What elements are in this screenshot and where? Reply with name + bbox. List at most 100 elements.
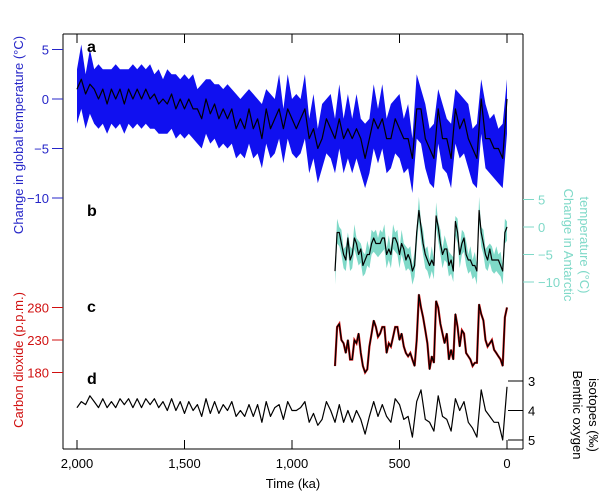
data-point-b (360, 248, 362, 250)
data-point-c (478, 303, 480, 305)
data-point-c (334, 365, 336, 367)
data-point-d (459, 410, 461, 411)
data-point-b (373, 237, 375, 239)
data-point-d (377, 416, 379, 417)
data-point-d (330, 410, 332, 411)
data-point-d (480, 389, 482, 391)
data-point-c (409, 352, 411, 354)
data-point-d (450, 430, 452, 432)
data-point-b (506, 226, 508, 228)
data-point-d (339, 404, 340, 405)
y-tick-label-b: 0 (538, 220, 545, 235)
data-point-c (437, 307, 439, 308)
data-point-d (489, 416, 491, 417)
data-point-b (366, 254, 368, 255)
data-point-a (128, 88, 129, 90)
data-point-b (502, 270, 504, 272)
data-point-d (222, 404, 224, 405)
data-point-a (330, 128, 332, 129)
data-point-b (452, 270, 454, 272)
data-point-b (394, 237, 396, 239)
data-point-a (184, 108, 185, 110)
data-point-b (343, 254, 344, 255)
data-point-d (154, 398, 155, 400)
data-point-a (265, 108, 267, 110)
data-point-a (300, 118, 301, 120)
data-point-c (493, 349, 495, 351)
data-point-b (433, 265, 435, 266)
data-point-b (448, 265, 450, 266)
antarctic-axis-label-line1: Change in Antarctic (561, 189, 576, 302)
data-point-d (455, 398, 456, 400)
data-point-d (145, 398, 147, 400)
data-point-a (373, 118, 375, 120)
data-point-a (257, 118, 258, 120)
data-point-d (253, 416, 254, 417)
panel-label-b: b (87, 203, 97, 220)
data-point-c (502, 365, 504, 367)
data-point-d (201, 416, 202, 417)
data-point-a (115, 98, 116, 100)
data-point-a (158, 103, 159, 105)
data-point-b (362, 265, 364, 266)
data-point-d (308, 422, 310, 423)
data-point-d (463, 401, 465, 402)
y-tick-label-a: 5 (42, 43, 49, 58)
data-point-a (167, 103, 168, 105)
data-point-b (476, 270, 478, 272)
data-point-c (345, 352, 347, 354)
y-tick-label-b: 5 (538, 193, 545, 208)
data-point-b (437, 226, 439, 228)
data-point-a (287, 108, 289, 110)
data-point-b (485, 254, 486, 255)
data-point-c (485, 339, 486, 341)
data-point-d (132, 407, 134, 408)
data-point-c (354, 339, 355, 341)
data-point-c (379, 333, 381, 334)
data-point-c (390, 346, 392, 347)
data-point-a (308, 138, 310, 139)
data-point-c (444, 342, 445, 344)
data-point-d (476, 436, 478, 438)
data-point-d (412, 436, 413, 438)
data-point-c (369, 346, 370, 347)
y-tick-label-c: 180 (27, 366, 49, 381)
data-point-b (504, 232, 506, 233)
data-point-b (425, 254, 426, 255)
data-point-d (403, 419, 405, 420)
data-point-c (382, 326, 383, 328)
data-point-b (401, 243, 402, 244)
data-point-d (261, 422, 263, 423)
data-point-c (442, 333, 443, 334)
data-point-b (356, 243, 357, 244)
data-point-a (313, 128, 314, 129)
data-point-d (364, 433, 366, 435)
data-point-c (498, 355, 499, 357)
data-point-c (431, 355, 433, 357)
x-tick-label: 0 (503, 456, 510, 471)
data-point-c (483, 320, 484, 321)
uncertainty-band-b (335, 196, 507, 285)
data-point-c (416, 339, 418, 341)
data-point-d (291, 410, 293, 411)
data-point-b (450, 259, 452, 261)
data-point-c (360, 352, 362, 354)
data-point-d (300, 407, 301, 408)
data-point-c (377, 336, 379, 338)
data-point-a (412, 158, 413, 159)
data-point-d (369, 416, 370, 417)
data-point-a (119, 88, 121, 90)
panel-label-d: d (87, 371, 97, 388)
series-layer (76, 44, 509, 441)
data-point-d (124, 404, 125, 405)
data-point-a (364, 158, 366, 159)
data-point-c (405, 352, 407, 354)
data-point-d (321, 419, 323, 420)
data-point-d (283, 419, 284, 420)
data-point-d (416, 401, 418, 402)
data-point-b (472, 265, 473, 266)
data-point-d (343, 422, 344, 423)
data-point-b (390, 254, 392, 255)
data-point-b (442, 254, 443, 255)
